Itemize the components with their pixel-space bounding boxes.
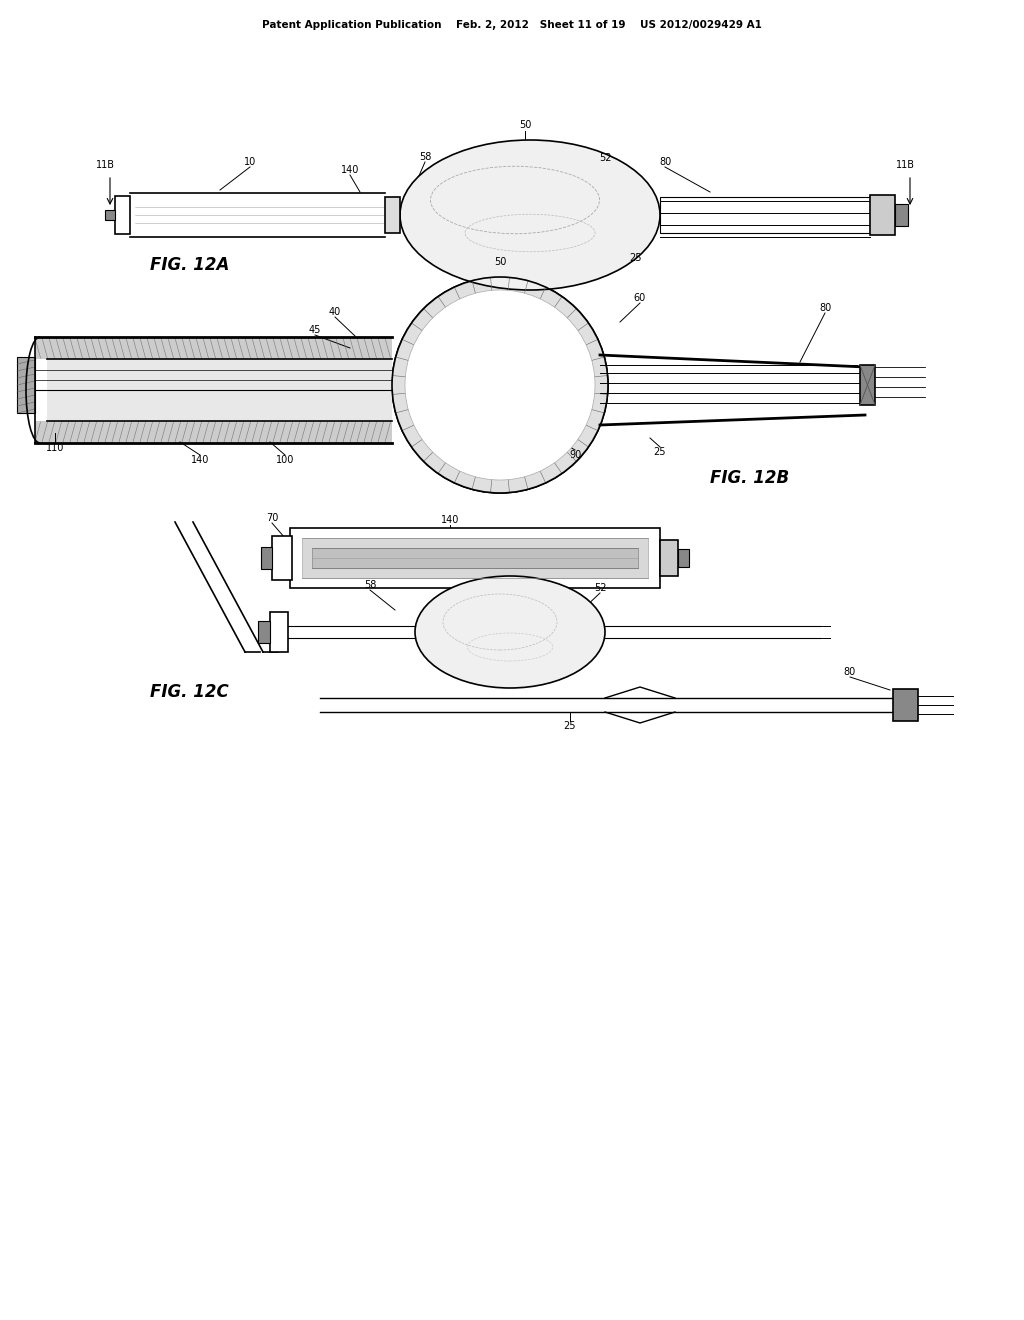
Bar: [660, 540, 678, 576]
Bar: [660, 197, 870, 234]
Text: 50: 50: [519, 120, 531, 129]
Text: 11B: 11B: [896, 160, 914, 170]
Bar: [115, 195, 130, 234]
Bar: [270, 612, 288, 652]
Bar: [312, 548, 638, 568]
Bar: [870, 195, 895, 235]
Text: 25: 25: [564, 721, 577, 731]
Text: 40: 40: [329, 308, 341, 317]
Bar: [290, 528, 660, 587]
Circle shape: [406, 290, 595, 480]
Bar: [893, 689, 918, 721]
Text: 58: 58: [419, 152, 431, 162]
Text: 25: 25: [653, 447, 667, 457]
Text: 70: 70: [266, 513, 279, 523]
Text: 140: 140: [440, 515, 459, 525]
Text: 90: 90: [569, 450, 582, 459]
Text: 80: 80: [844, 667, 856, 677]
Bar: [105, 210, 115, 220]
Bar: [17, 356, 35, 413]
Text: 10: 10: [244, 157, 256, 168]
Bar: [385, 197, 400, 234]
Bar: [302, 539, 648, 578]
Bar: [35, 421, 392, 444]
Text: 50: 50: [504, 557, 516, 568]
Bar: [678, 549, 689, 568]
Text: FIG. 12A: FIG. 12A: [150, 256, 229, 275]
Text: FIG. 12B: FIG. 12B: [710, 469, 790, 487]
Text: 80: 80: [658, 157, 671, 168]
Text: 60: 60: [634, 293, 646, 304]
Text: Patent Application Publication    Feb. 2, 2012   Sheet 11 of 19    US 2012/00294: Patent Application Publication Feb. 2, 2…: [262, 20, 762, 30]
Text: 140: 140: [190, 455, 209, 465]
Text: 58: 58: [364, 579, 376, 590]
Text: 100: 100: [275, 455, 294, 465]
Bar: [261, 546, 272, 569]
Bar: [35, 337, 392, 359]
Bar: [258, 620, 270, 643]
Ellipse shape: [415, 576, 605, 688]
Text: 110: 110: [46, 444, 65, 453]
Circle shape: [392, 277, 608, 492]
Ellipse shape: [400, 140, 660, 290]
Text: 52: 52: [599, 153, 611, 162]
Bar: [860, 366, 874, 405]
Circle shape: [392, 277, 608, 492]
Bar: [47, 359, 392, 421]
Text: 80: 80: [819, 304, 831, 313]
Bar: [895, 205, 908, 226]
Text: 11B: 11B: [95, 160, 115, 170]
Text: 45: 45: [309, 325, 322, 335]
Text: 50: 50: [494, 257, 506, 267]
Text: 25: 25: [629, 253, 641, 263]
Text: 140: 140: [341, 165, 359, 176]
Text: 52: 52: [594, 583, 606, 593]
Bar: [272, 536, 292, 579]
Text: FIG. 12C: FIG. 12C: [150, 682, 228, 701]
